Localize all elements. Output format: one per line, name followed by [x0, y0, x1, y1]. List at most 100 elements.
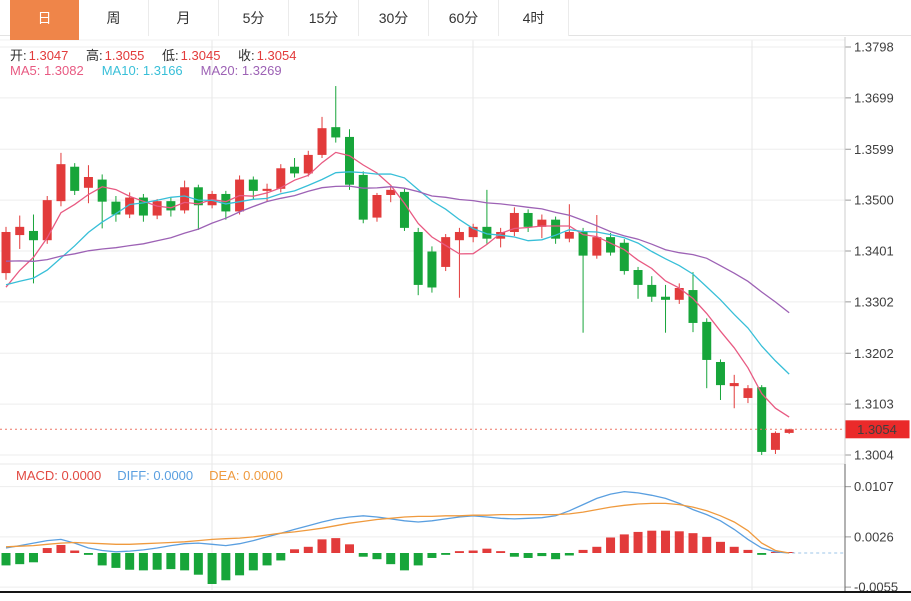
ma10-line: [5, 171, 790, 375]
candle-body: [413, 231, 423, 285]
macd-bar: [358, 553, 368, 557]
candle-body: [345, 136, 354, 185]
candle-body: [138, 197, 148, 216]
chart-stage: 1.3798 1.3699 1.3599 1.3500 1.3401 1.3302 1.32…: [0, 37, 911, 601]
macd-bar: [331, 538, 341, 553]
candle-body: [578, 231, 588, 256]
macd-bar: [770, 552, 780, 553]
current-price-badge-label: 1.3054: [857, 422, 897, 437]
candle-body: [468, 226, 478, 238]
tab-h4[interactable]: 4时: [499, 0, 569, 36]
macd-bar: [715, 541, 725, 553]
macd-bar: [207, 553, 217, 584]
price-tick-label: 1.3798: [854, 40, 894, 55]
candle-body: [221, 193, 231, 212]
macd-bar: [399, 553, 409, 571]
macd-bar: [317, 539, 327, 553]
candle-body: [399, 191, 409, 228]
candle-body: [441, 237, 451, 267]
candle-body: [111, 201, 121, 215]
macd-bar: [290, 549, 300, 553]
tab-m15[interactable]: 15分: [289, 0, 359, 36]
candle-body: [606, 237, 616, 253]
candle-body: [15, 226, 25, 236]
macd-bar: [413, 553, 423, 566]
macd-bar: [248, 553, 258, 571]
candle-body: [180, 187, 190, 211]
candles-layer: [1, 86, 794, 455]
macd-bar: [386, 553, 396, 565]
close-label: 收:: [238, 48, 255, 63]
macd-bar: [427, 553, 437, 558]
candle-body: [166, 201, 176, 211]
price-tick-label: 1.3699: [854, 90, 894, 105]
candle-body: [551, 219, 561, 239]
macd-bar: [15, 553, 25, 565]
tab-m5[interactable]: 5分: [219, 0, 289, 36]
macd-bar: [111, 553, 121, 568]
macd-bar: [262, 553, 272, 566]
price-chart-canvas[interactable]: 1.3798 1.3699 1.3599 1.3500 1.3401 1.3302 1.32…: [0, 37, 911, 601]
candle-body: [290, 166, 300, 174]
macd-bar: [70, 550, 80, 553]
candle-body: [262, 188, 272, 191]
candle-body: [592, 237, 602, 256]
macd-layer: [1, 490, 845, 584]
macd-bar: [372, 553, 382, 560]
candle-body: [674, 287, 684, 300]
tab-m30[interactable]: 30分: [359, 0, 429, 36]
tab-week[interactable]: 周: [79, 0, 149, 36]
low-value: 1.3045: [180, 48, 221, 63]
candle-body: [729, 383, 739, 387]
macd-bar: [125, 553, 135, 570]
candle-body: [276, 168, 286, 189]
ma-lines-layer: [5, 151, 790, 418]
ohlc-readout: 开: 1.3047 高: 1.3055 低: 1.3045 收: 1.3054: [10, 45, 310, 64]
dea-legend: DEA: 0.0000: [209, 468, 283, 483]
macd-bar: [537, 553, 547, 557]
candle-body: [482, 226, 492, 239]
candle-body: [372, 194, 382, 218]
tab-month[interactable]: 月: [149, 0, 219, 36]
ma-legend: MA5: 1.3082 MA10: 1.3166 MA20: 1.3269: [10, 63, 300, 78]
macd-tick-label: -0.0055: [854, 580, 898, 595]
candle-body: [83, 177, 93, 188]
macd-bar: [193, 553, 203, 575]
price-tick-label: 1.3302: [854, 294, 894, 309]
candle-body: [770, 432, 780, 450]
open-label: 开:: [10, 48, 27, 63]
gridlines-layer: [0, 39, 845, 590]
open-value: 1.3047: [28, 48, 69, 63]
macd-bar: [303, 546, 313, 553]
candle-body: [784, 429, 794, 433]
candle-body: [358, 174, 368, 220]
macd-bar: [482, 548, 492, 553]
price-tick-label: 1.3599: [854, 142, 894, 157]
tab-m60[interactable]: 60分: [429, 0, 499, 36]
price-tick-label: 1.3500: [854, 193, 894, 208]
candle-body: [317, 128, 327, 155]
ma5-legend: MA5: 1.3082: [10, 63, 84, 78]
candle-body: [523, 212, 533, 227]
macd-bar: [468, 550, 478, 553]
macd-tick-label: 0.0026: [854, 529, 894, 544]
candle-body: [619, 242, 629, 272]
macd-bar: [28, 553, 38, 563]
candle-body: [28, 230, 38, 241]
macd-bar: [221, 553, 231, 581]
interval-tabbar: 日周月 5分 15分 30分 60分 4时: [0, 0, 911, 40]
candle-body: [743, 388, 753, 398]
price-axis: 1.3798 1.3699 1.3599 1.3500 1.3401 1.3302 1.32…: [0, 37, 911, 595]
close-value: 1.3054: [256, 48, 297, 63]
ma5-line: [5, 151, 790, 418]
macd-bar: [743, 549, 753, 553]
tab-day[interactable]: 日: [10, 0, 79, 40]
macd-bar: [235, 553, 245, 576]
candle-body: [702, 321, 712, 360]
price-tick-label: 1.3401: [854, 243, 894, 258]
macd-bar: [674, 531, 684, 553]
candle-body: [303, 154, 313, 174]
candle-body: [386, 189, 396, 195]
macd-bar: [702, 536, 712, 553]
